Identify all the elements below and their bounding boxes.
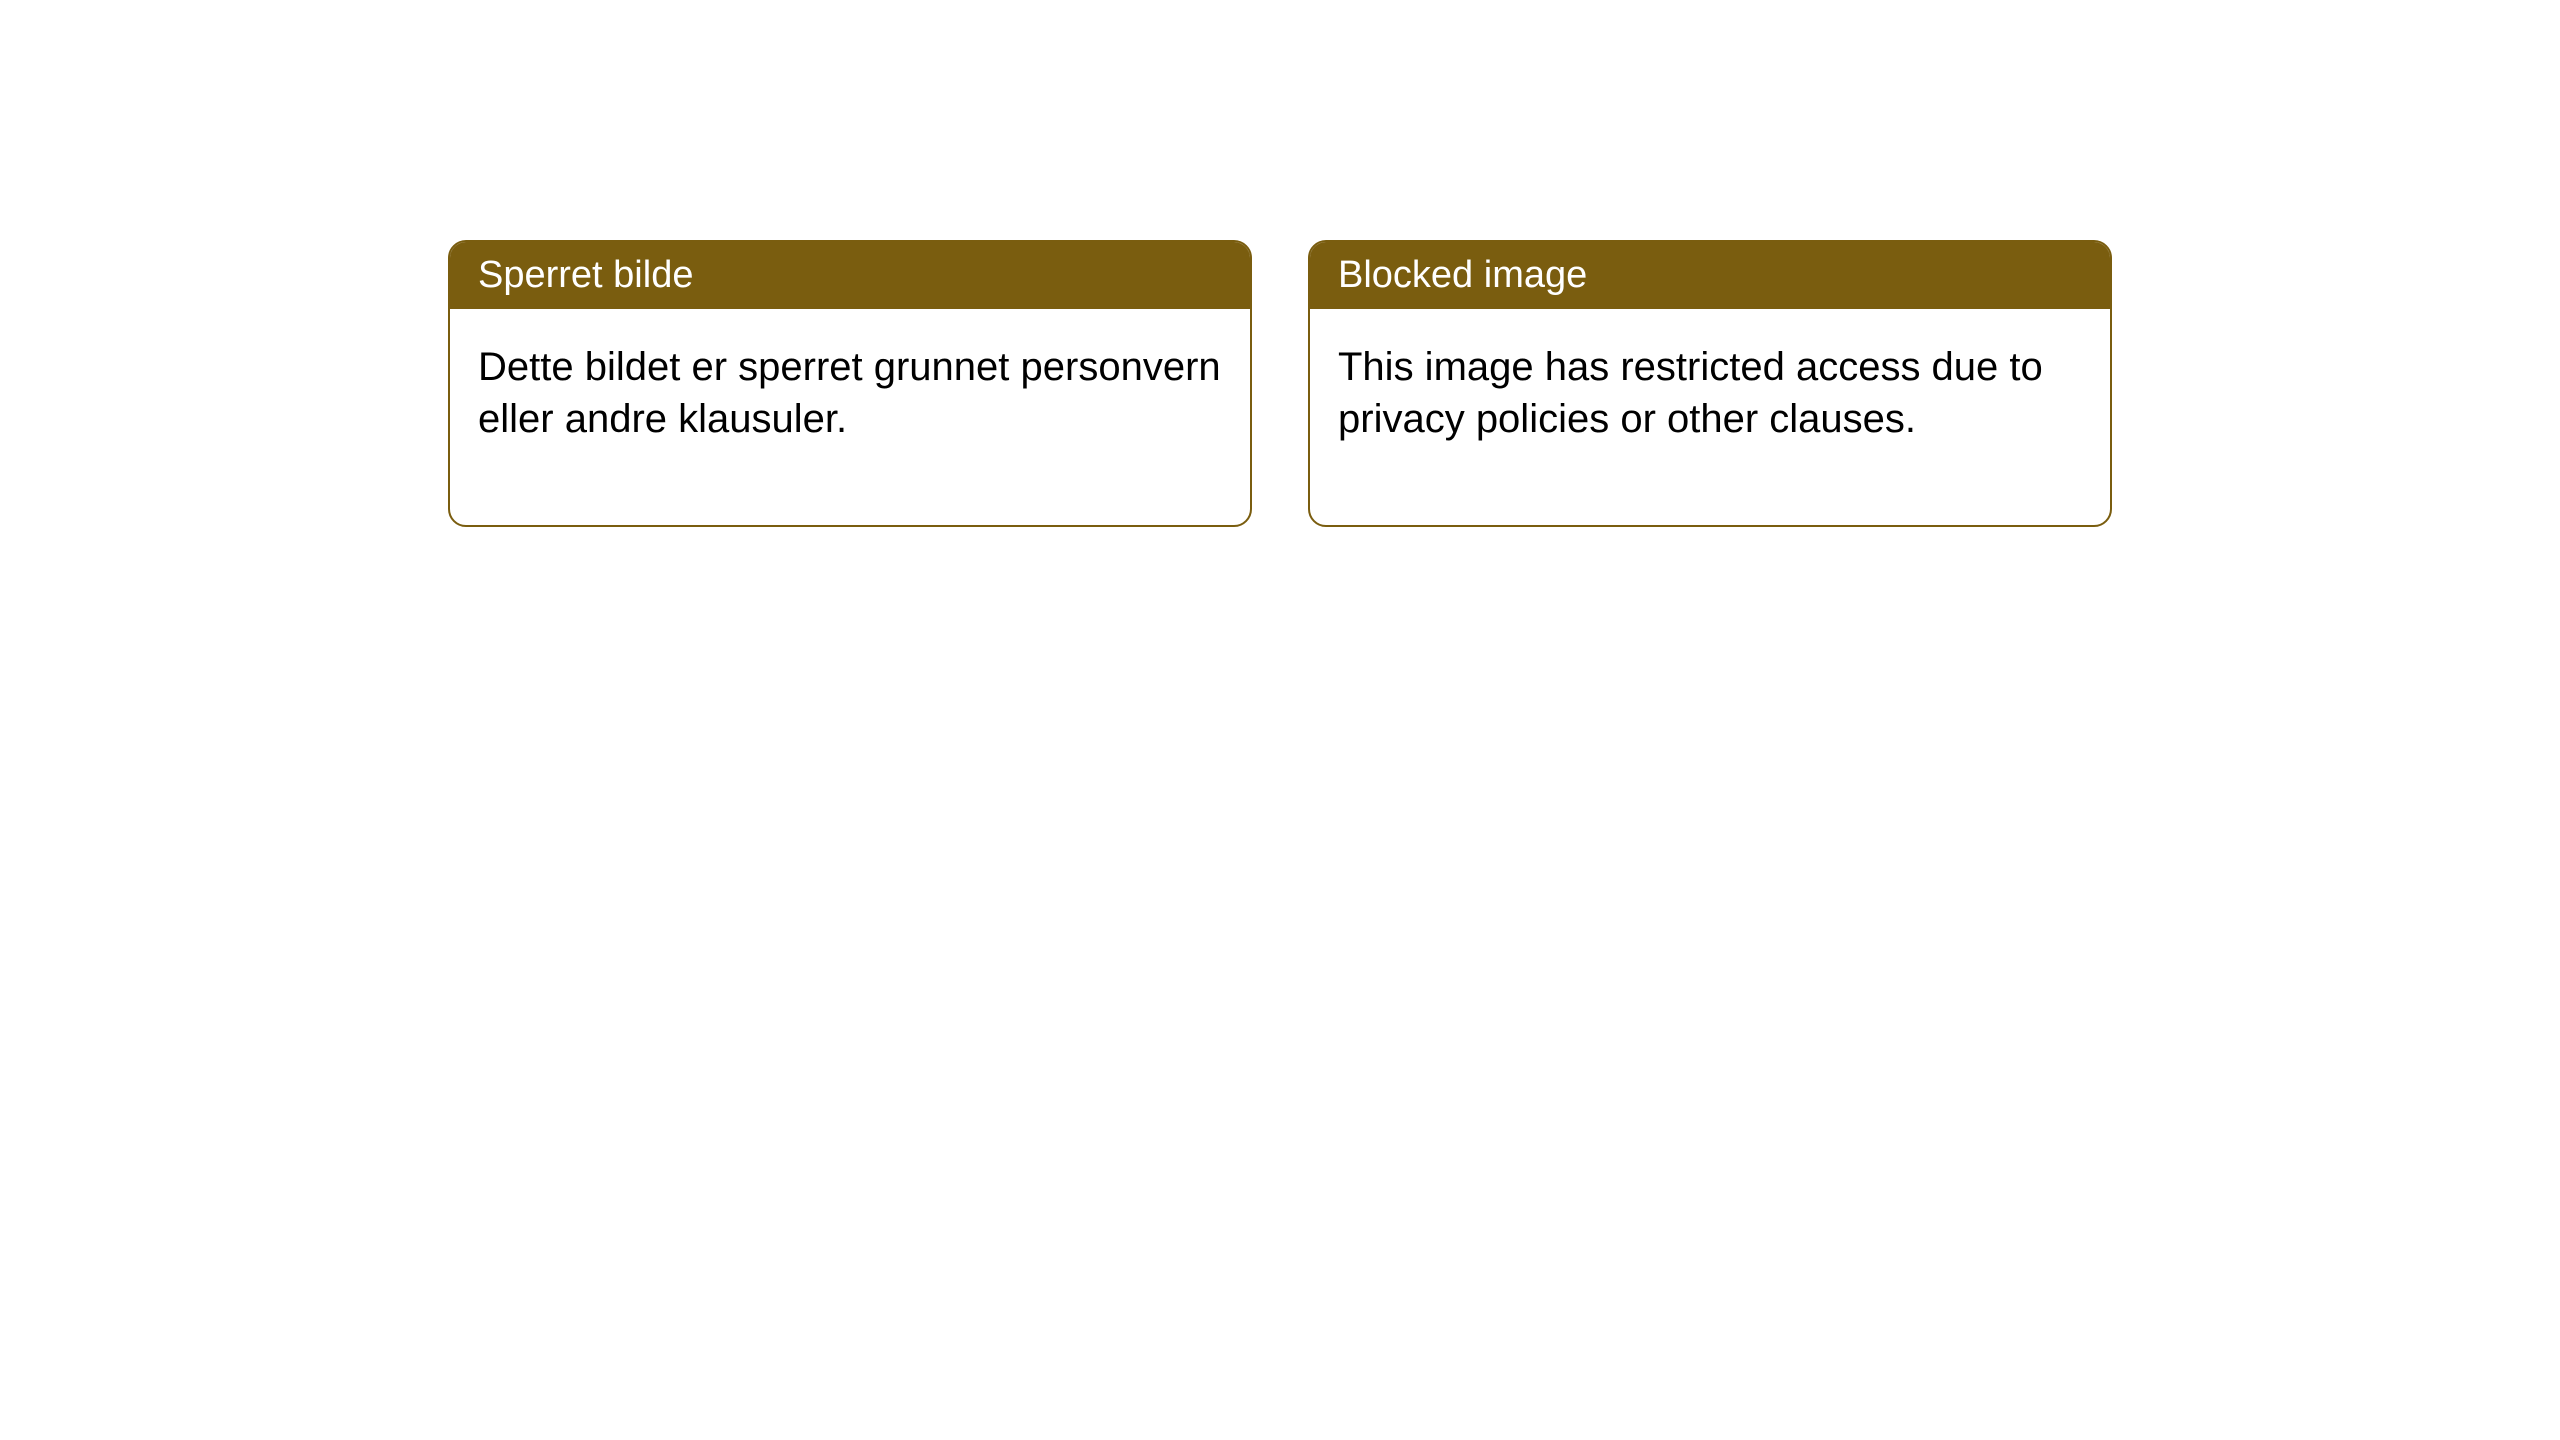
notice-header: Blocked image bbox=[1310, 242, 2110, 309]
notice-body: Dette bildet er sperret grunnet personve… bbox=[450, 309, 1250, 525]
notice-box-norwegian: Sperret bilde Dette bildet er sperret gr… bbox=[448, 240, 1252, 527]
notice-header: Sperret bilde bbox=[450, 242, 1250, 309]
notice-body: This image has restricted access due to … bbox=[1310, 309, 2110, 525]
notice-box-english: Blocked image This image has restricted … bbox=[1308, 240, 2112, 527]
notice-title: Blocked image bbox=[1338, 254, 1587, 296]
notice-title: Sperret bilde bbox=[478, 254, 693, 296]
notice-body-text: This image has restricted access due to … bbox=[1338, 345, 2043, 441]
notice-body-text: Dette bildet er sperret grunnet personve… bbox=[478, 345, 1221, 441]
notices-container: Sperret bilde Dette bildet er sperret gr… bbox=[0, 0, 2560, 527]
